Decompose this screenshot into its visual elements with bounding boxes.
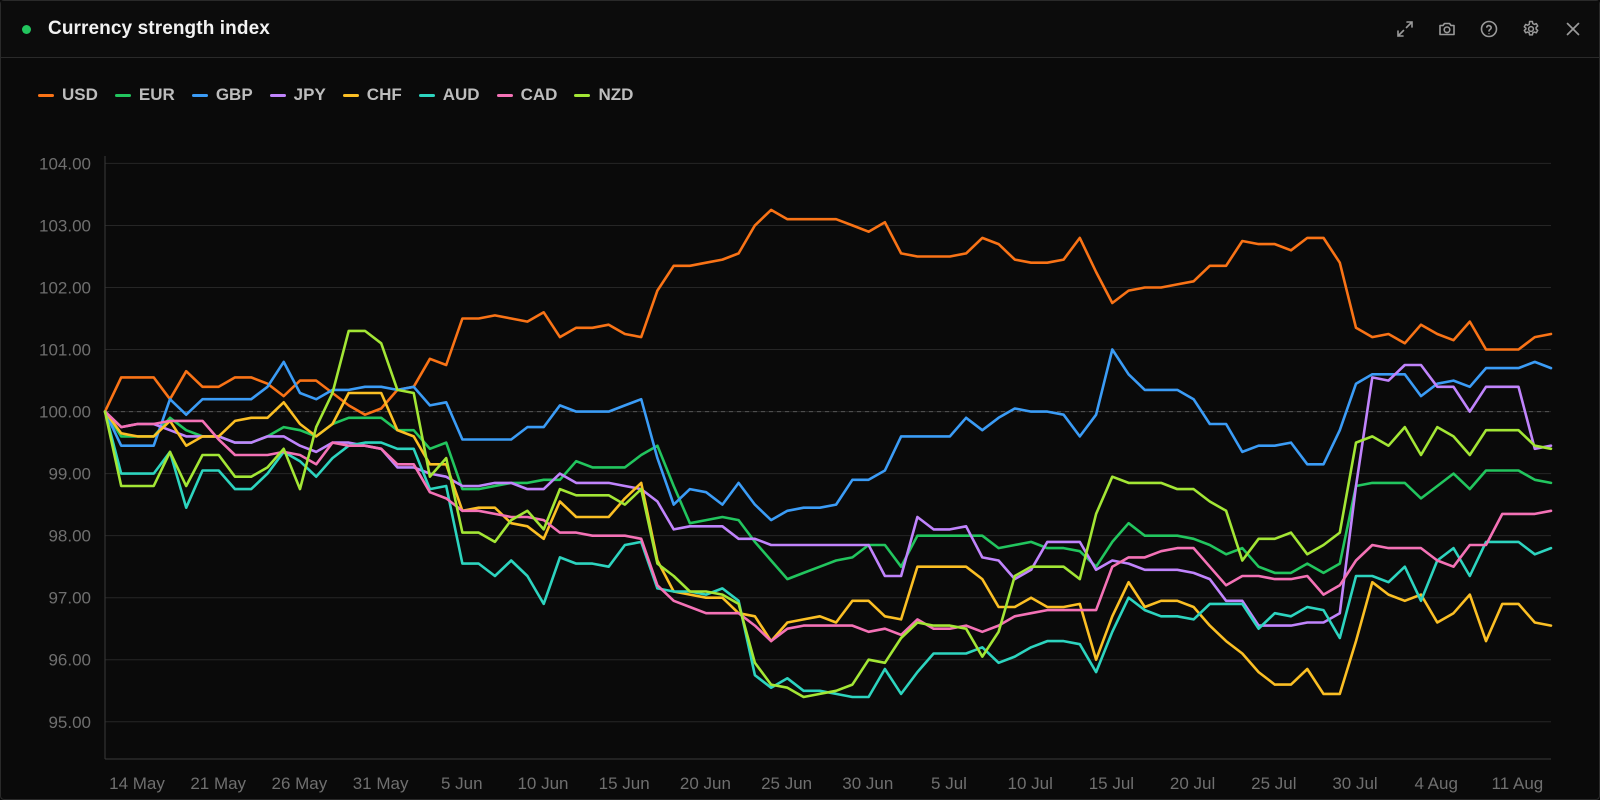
x-tick-label: 26 May [272,774,328,793]
y-tick-label: 101.00 [39,341,91,360]
series-line-usd [103,208,1553,417]
legend-swatch [496,93,513,97]
close-icon [1566,22,1580,36]
legend-label: AUD [442,85,480,104]
legend-label: EUR [138,85,175,104]
y-tick-label: 95.00 [48,713,91,732]
series-line-jpy [103,363,1553,627]
x-tick-label: 30 Jun [842,774,893,793]
y-tick-label: 96.00 [48,651,91,670]
legend-label: GBP [215,85,253,104]
camera-icon [1439,22,1455,36]
legend-swatch [342,93,359,97]
y-tick-label: 99.00 [48,465,91,484]
y-tick-label: 104.00 [39,154,91,173]
help-icon [1480,20,1498,38]
x-tick-label: 31 May [353,774,409,793]
legend-item-usd[interactable]: USD [38,85,98,105]
toolbar [1393,17,1585,41]
series-line-aud [103,410,1553,699]
x-tick-label: 5 Jul [931,774,967,793]
x-tick-label: 10 Jun [517,774,568,793]
legend-label: USD [62,85,98,104]
x-tick-label: 14 May [109,774,165,793]
series-line-chf [103,391,1553,696]
legend-swatch [191,93,208,97]
series-line-nzd [103,329,1553,699]
legend-swatch [418,93,435,97]
legend-swatch [38,93,54,97]
legend-label: NZD [598,85,634,104]
gear-icon [1523,20,1539,36]
legend-item-chf[interactable]: CHF [342,85,402,105]
x-tick-label: 15 Jun [599,774,650,793]
help-button[interactable] [1477,17,1501,41]
series-line-gbp [103,348,1553,522]
legend-label: CHF [366,85,402,104]
legend-item-gbp[interactable]: GBP [191,85,253,105]
expand-button[interactable] [1393,17,1417,41]
x-tick-label: 20 Jul [1170,774,1215,793]
y-tick-label: 100.00 [39,403,91,422]
x-tick-label: 30 Jul [1332,774,1377,793]
x-tick-label: 11 Aug [1492,774,1544,793]
x-tick-label: 4 Aug [1414,774,1458,793]
legend-label: CAD [520,85,558,104]
screenshot-button[interactable] [1435,17,1459,41]
legend-item-cad[interactable]: CAD [496,85,558,105]
x-tick-label: 21 May [190,774,246,793]
y-tick-label: 98.00 [48,527,91,546]
expand-icon [1397,21,1413,37]
legend-item-aud[interactable]: AUD [418,85,480,105]
series-line-eur [103,410,1553,581]
x-tick-label: 15 Jul [1089,774,1134,793]
page-title: Currency strength index [48,18,270,39]
x-tick-label: 25 Jun [761,774,812,793]
legend-item-eur[interactable]: EUR [114,85,175,105]
x-tick-label: 20 Jun [680,774,731,793]
status-dot [22,25,31,34]
x-tick-label: 5 Jun [441,774,483,793]
x-tick-label: 10 Jul [1008,774,1053,793]
legend-item-nzd[interactable]: NZD [574,85,633,105]
panel-header: Currency strength index [1,1,1599,58]
series-line-cad [103,410,1553,643]
close-button[interactable] [1561,17,1585,41]
legend-swatch [574,93,591,97]
legend-swatch [114,93,131,97]
legend-swatch [269,93,286,97]
x-tick-label: 25 Jul [1251,774,1296,793]
y-tick-label: 103.00 [39,216,91,235]
legend-label: JPY [293,85,326,104]
y-tick-label: 102.00 [39,278,91,297]
chart-legend: USD EUR GBP JPY CHF AUD CAD NZD [38,85,650,105]
settings-button[interactable] [1519,17,1543,41]
legend-item-jpy[interactable]: JPY [269,85,326,105]
y-tick-label: 97.00 [48,589,91,608]
